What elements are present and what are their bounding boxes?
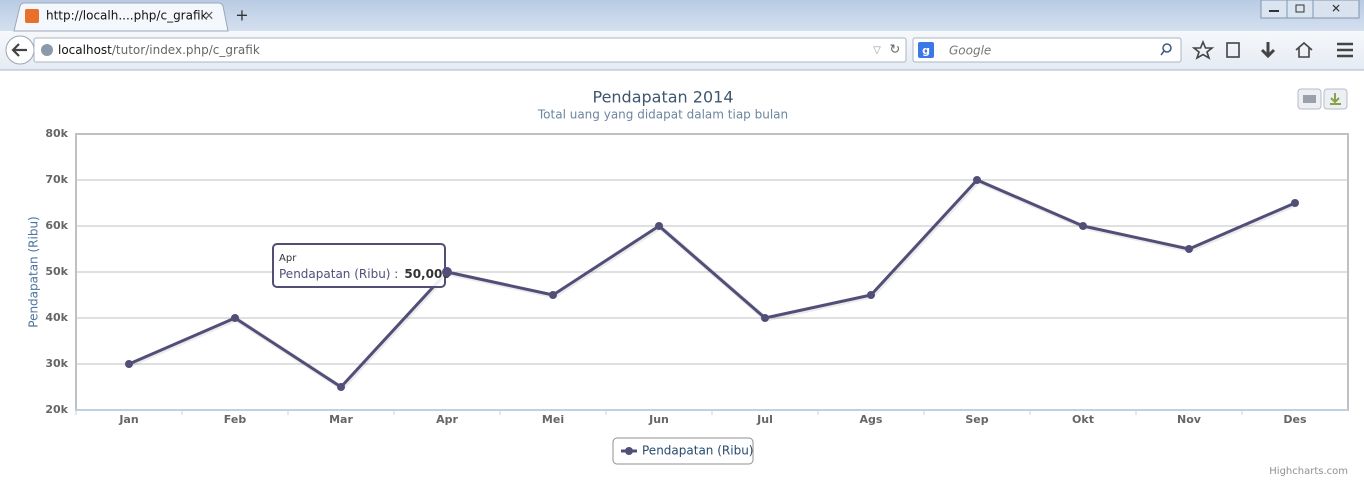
x-tick-label: Okt: [1072, 413, 1094, 426]
tab-title: http://localh....php/c_grafik: [46, 9, 208, 23]
data-point: [1079, 222, 1087, 230]
chart-title: Pendapatan 2014: [592, 88, 733, 107]
x-tick-label: Nov: [1177, 413, 1202, 426]
svg-text:×: ×: [204, 9, 215, 24]
data-point: [867, 291, 875, 299]
back-button[interactable]: [5, 35, 35, 65]
y-tick-label: 80k: [45, 127, 68, 140]
x-tick-label: Mar: [329, 413, 353, 426]
restore[interactable]: [1286, 0, 1314, 19]
home[interactable]: [1295, 41, 1313, 58]
menu[interactable]: [1337, 42, 1353, 58]
tooltip: Apr Pendapatan (Ribu) : 50,000: [272, 243, 452, 288]
search-bar[interactable]: [912, 37, 1182, 63]
close[interactable]: [1312, 0, 1360, 19]
x-tick-label: Sep: [965, 413, 988, 426]
chart: 20k 30k 40k 50k 60k 70k 80k Jan Feb Mar Apr Mei Jun J…: [45, 127, 1349, 465]
site-icon: [41, 44, 53, 56]
url-host: localhost: [58, 43, 112, 57]
x-tick-label: Mei: [542, 413, 564, 426]
data-point: [761, 314, 769, 322]
tooltip-line: Pendapatan (Ribu) : 50,000: [279, 267, 451, 281]
y-tick-label: 50k: [45, 265, 68, 278]
y-tick-label: 20k: [45, 403, 68, 416]
url-path: /tutor/index.php/c_grafik: [112, 43, 260, 57]
y-tick-label: 40k: [45, 311, 68, 324]
y-axis-title: Pendapatan (Ribu): [27, 216, 41, 327]
data-point: [549, 291, 557, 299]
legend-box: [612, 437, 754, 465]
tooltip-category: Apr: [279, 253, 297, 264]
tooltip-box: [272, 243, 446, 288]
data-point: [337, 383, 345, 391]
x-tick-label: Ags: [860, 413, 883, 426]
y-tick-label: 30k: [45, 357, 68, 370]
x-tick-label: Des: [1283, 413, 1307, 426]
export-buttons: [1297, 88, 1348, 110]
legend-label: Pendapatan (Ribu): [642, 444, 753, 458]
legend: Pendapatan (Ribu): [612, 437, 754, 465]
url: localhost/tutor/index.php/c_grafik: [58, 43, 260, 57]
svg-text:✕: ✕: [1331, 2, 1341, 16]
tooltip-value: 50,000: [404, 267, 450, 281]
svg-text:▽: ▽: [873, 45, 881, 56]
credits[interactable]: Highcharts.com: [1269, 466, 1348, 477]
toolbar-icons: [1191, 39, 1353, 60]
data-point: [973, 176, 981, 184]
tooltip-series: Pendapatan (Ribu) :: [279, 267, 398, 281]
new-tab[interactable]: +: [235, 6, 248, 25]
data-point: [231, 314, 239, 322]
tab[interactable]: http://localh....php/c_grafik ×: [13, 2, 229, 32]
reading-list[interactable]: [1226, 42, 1240, 58]
x-tick-label: Apr: [436, 413, 458, 426]
data-point: [1185, 245, 1193, 253]
legend-marker: [625, 447, 633, 455]
url-bar[interactable]: [33, 37, 907, 63]
y-tick-label: 60k: [45, 219, 68, 232]
data-point: [655, 222, 663, 230]
hover-point: [442, 267, 452, 277]
bookmark[interactable]: [1191, 39, 1215, 60]
data-point: [125, 360, 133, 368]
series-line: [128, 178, 1296, 389]
x-tick-label: Jan: [118, 413, 138, 426]
x-tick-label: Feb: [224, 413, 247, 426]
window-controls: ✕: [1260, 0, 1360, 19]
data-point: [1291, 199, 1299, 207]
svg-text:g: g: [922, 44, 930, 57]
minimize[interactable]: [1260, 0, 1288, 19]
chart-subtitle: Total uang yang didapat dalam tiap bulan: [537, 108, 788, 122]
search-placeholder: Google: [949, 44, 991, 58]
reload[interactable]: ↻: [890, 43, 901, 58]
x-tick-label: Jun: [648, 413, 669, 426]
y-tick-label: 70k: [45, 173, 68, 186]
downloads[interactable]: [1260, 42, 1276, 59]
x-tick-label: Jul: [756, 413, 773, 426]
